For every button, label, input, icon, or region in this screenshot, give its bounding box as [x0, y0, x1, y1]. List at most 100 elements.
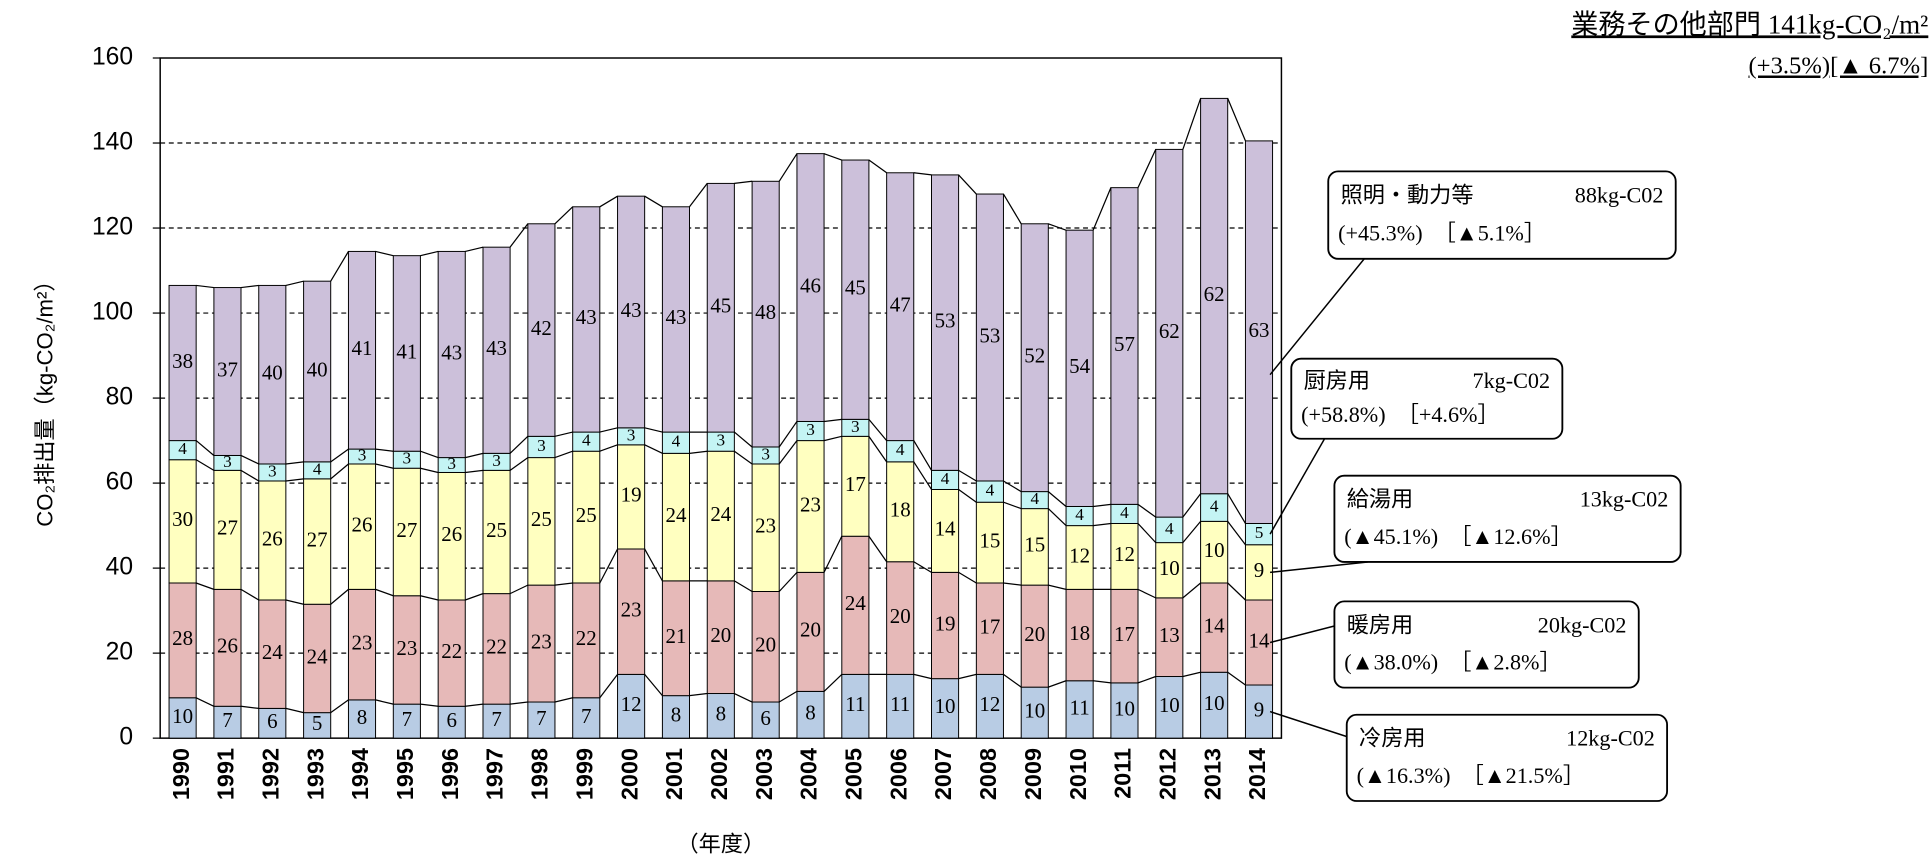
bar-segment: [841, 159, 870, 420]
value-label: 25: [531, 507, 552, 531]
y-tick-label: 100: [92, 299, 133, 326]
x-tick-label: 2002: [706, 748, 732, 800]
value-label: 40: [307, 357, 328, 381]
value-label: 12: [621, 692, 642, 716]
value-label: 17: [979, 615, 1000, 639]
value-label: 11: [1070, 695, 1090, 719]
connector-line: [375, 250, 394, 257]
value-label: 3: [223, 452, 232, 471]
bar-segment: [527, 457, 556, 586]
y-tick-label: 140: [92, 129, 133, 156]
connector-line: [195, 582, 215, 590]
x-tick-label: 1991: [213, 748, 239, 800]
value-label: 45: [710, 294, 731, 318]
value-label: 10: [172, 704, 193, 728]
value-label: 14: [1204, 613, 1225, 637]
connector-line: [1137, 588, 1157, 599]
bar-segment: [751, 180, 780, 448]
connector-line: [1182, 520, 1202, 544]
value-label: 41: [396, 339, 417, 363]
value-label: 62: [1159, 319, 1180, 343]
value-label: 7: [402, 707, 412, 731]
value-label: 53: [979, 323, 1000, 347]
value-label: 10: [1024, 698, 1045, 722]
value-label: 3: [806, 420, 815, 439]
value-label: 23: [396, 636, 417, 660]
value-label: 12: [1114, 542, 1135, 566]
value-label: 4: [1030, 489, 1039, 508]
connector-line: [509, 584, 529, 595]
y-tick-label: 160: [92, 44, 133, 71]
value-label: 15: [1024, 533, 1045, 557]
value-label: 7: [536, 706, 546, 730]
value-label: 23: [621, 598, 642, 622]
connector-line: [330, 251, 349, 282]
value-label: 5: [312, 711, 322, 735]
callout-amount: 88kg-C02: [1575, 183, 1664, 208]
bar-segment: [1244, 684, 1274, 739]
connector-line: [1227, 671, 1246, 686]
value-label: 4: [178, 439, 187, 458]
x-tick-label: 2007: [930, 748, 956, 800]
value-label: 10: [1204, 691, 1225, 715]
callout-box: [1345, 713, 1669, 802]
value-label: 11: [890, 692, 910, 716]
value-label: 10: [1114, 696, 1135, 720]
bar-segment: [572, 206, 601, 433]
connector-line: [868, 418, 888, 441]
value-label: 54: [1069, 354, 1090, 378]
connector-line: [196, 284, 214, 289]
value-label: 26: [441, 522, 462, 546]
connector-line: [689, 692, 708, 697]
value-label: 43: [665, 305, 686, 329]
connector-line: [868, 535, 888, 563]
value-label: 12: [979, 692, 1000, 716]
value-label: 63: [1249, 318, 1270, 342]
connector-line: [285, 707, 304, 714]
value-label: 4: [1165, 519, 1174, 538]
connector-line: [644, 673, 663, 697]
callout-change: (▲38.0%) ［▲2.8%］: [1344, 649, 1561, 674]
connector-line: [734, 580, 753, 593]
value-label: 40: [262, 361, 283, 385]
bar-segment: [886, 561, 915, 675]
connector-line: [509, 435, 529, 454]
value-label: 22: [576, 626, 597, 650]
connector-line: [1003, 673, 1022, 688]
connector-line: [958, 673, 977, 680]
callout-pointer: [1269, 438, 1326, 535]
bar-segment: [1110, 682, 1139, 739]
connector-line: [1003, 501, 1022, 510]
bar-segment: [168, 459, 197, 584]
connector-line: [778, 571, 798, 592]
value-label: 8: [716, 702, 726, 726]
value-label: 10: [1159, 556, 1180, 580]
value-label: 15: [979, 528, 1000, 552]
bar-segment: [706, 182, 735, 433]
connector-line: [958, 488, 977, 503]
value-label: 43: [486, 336, 507, 360]
bar-segment: [1155, 542, 1184, 599]
bar-segment: [886, 172, 915, 442]
connector-line: [285, 478, 304, 482]
value-label: 6: [760, 706, 770, 730]
value-label: 37: [217, 357, 238, 381]
bar-segment: [617, 548, 646, 675]
bar-segment: [168, 284, 197, 442]
value-label: 4: [582, 431, 591, 450]
value-label: 53: [935, 308, 956, 332]
bar-segment: [706, 450, 735, 582]
bar-segment: [572, 450, 601, 584]
connector-line: [195, 459, 215, 471]
connector-line: [644, 444, 663, 454]
value-label: 38: [172, 349, 193, 373]
x-tick-label: 2010: [1065, 748, 1091, 800]
bar-segment: [347, 699, 377, 739]
connector-line: [913, 172, 932, 176]
bar-segment: [168, 697, 197, 739]
connector-line: [1048, 680, 1067, 688]
connector-line: [823, 673, 843, 692]
value-label: 5: [1255, 523, 1264, 542]
value-label: 20: [800, 618, 821, 642]
connector-line: [778, 421, 798, 448]
